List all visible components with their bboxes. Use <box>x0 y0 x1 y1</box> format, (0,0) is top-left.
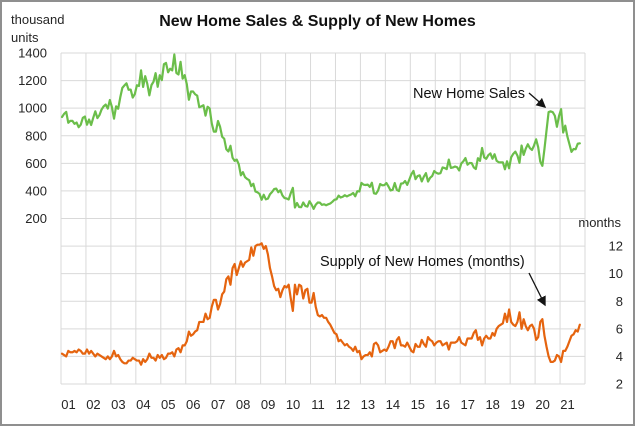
right-axis-tick-label: 6 <box>616 321 623 336</box>
x-axis-tick-label: 19 <box>510 397 524 412</box>
left-axis-tick-label: 1400 <box>18 46 47 61</box>
x-axis-tick-label: 04 <box>136 397 150 412</box>
x-axis-tick-label: 11 <box>311 397 325 412</box>
x-axis-tick-label: 18 <box>485 397 499 412</box>
chart-title: New Home Sales & Supply of New Homes <box>159 13 476 30</box>
series-line-right <box>60 242 581 366</box>
left-axis-tick-label: 1200 <box>18 73 47 88</box>
x-axis-tick-label: 07 <box>211 397 225 412</box>
x-axis-tick-label: 06 <box>186 397 200 412</box>
left-axis-tick-label: 200 <box>25 211 47 226</box>
right-axis-tick-label: 10 <box>609 266 623 281</box>
x-axis-tick-label: 08 <box>236 397 250 412</box>
left-axis-tick-label: 1000 <box>18 101 47 116</box>
x-axis-tick-label: 20 <box>535 397 549 412</box>
x-axis-tick-label: 14 <box>386 397 400 412</box>
x-axis-tick-label: 01 <box>61 397 75 412</box>
x-axis-tick-label: 15 <box>411 397 425 412</box>
x-axis-tick-label: 05 <box>161 397 175 412</box>
x-axis-tick-label: 10 <box>286 397 300 412</box>
left-axis-tick-label: 800 <box>25 128 47 143</box>
right-axis-tick-label: 4 <box>616 349 623 364</box>
left-axis-tick-label: 600 <box>25 156 47 171</box>
right-axis-tick-label: 12 <box>609 239 623 254</box>
annotation-arrow-new-home-sales <box>528 92 547 108</box>
annotation-arrow-supply <box>528 272 546 307</box>
series-line-left <box>60 53 581 210</box>
x-axis-tick-label: 21 <box>560 397 574 412</box>
right-axis-unit-label: months <box>578 215 621 230</box>
annotation-new-home-sales: New Home Sales <box>413 86 526 102</box>
annotation-supply-of-new-homes: Supply of New Homes (months) <box>320 254 525 270</box>
x-axis-tick-label: 13 <box>361 397 375 412</box>
x-axis-tick-label: 02 <box>86 397 100 412</box>
left-axis-tick-label: 400 <box>25 183 47 198</box>
left-axis-unit-label: thousand units <box>11 12 65 45</box>
x-axis-tick-label: 03 <box>111 397 125 412</box>
right-axis-tick-label: 2 <box>616 377 623 392</box>
x-axis-tick-label: 17 <box>460 397 474 412</box>
x-axis-tick-label: 09 <box>261 397 275 412</box>
x-axis-tick-label: 16 <box>436 397 450 412</box>
x-axis-tick-label: 12 <box>336 397 350 412</box>
right-axis-tick-label: 8 <box>616 294 623 309</box>
